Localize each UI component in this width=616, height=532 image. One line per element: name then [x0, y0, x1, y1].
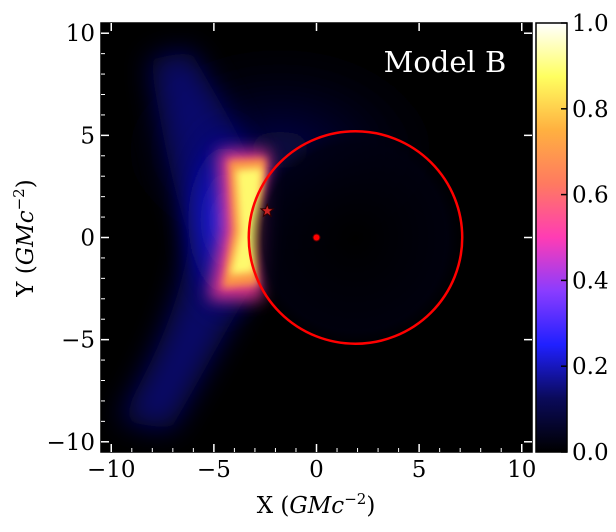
colorbar-tick-label: 0.6: [572, 183, 609, 209]
colorbar-tick-label: 0.8: [572, 97, 609, 123]
y-tick-label: 0: [80, 226, 95, 252]
boundary-circle: [247, 130, 464, 345]
star-marker: [259, 203, 275, 218]
axis-ticks: −10 −5 0 5 10 −10 −5 0 5 10: [46, 21, 536, 483]
model-label: Model B: [384, 45, 507, 79]
x-tick-label: 5: [412, 457, 427, 483]
x-tick-label: 0: [309, 457, 324, 483]
plot-overlays: [247, 130, 464, 345]
y-tick-label: 5: [80, 123, 95, 149]
x-tick-label: 10: [507, 457, 536, 483]
colorbar: 0.0 0.2 0.4 0.6 0.8 1.0: [535, 11, 609, 466]
y-axis-title: Y (GMc−2): [10, 179, 39, 297]
heatmap-image: [101, 23, 532, 452]
y-tick-label: 10: [66, 21, 95, 47]
y-tick-label: −5: [61, 328, 95, 354]
colorbar-tick-label: 0.0: [572, 440, 609, 466]
colorbar-ticks: 0.0 0.2 0.4 0.6 0.8 1.0: [561, 11, 609, 466]
colorbar-tick-label: 1.0: [572, 11, 609, 37]
y-tick-label: −10: [46, 430, 95, 456]
colorbar-frame: [535, 22, 568, 453]
colorbar-gradient: [536, 23, 567, 452]
x-axis-title: X (GMc−2): [257, 490, 376, 519]
colorbar-tick-label: 0.4: [572, 268, 609, 294]
x-tick-label: −10: [87, 457, 136, 483]
colorbar-tick-label: 0.2: [572, 354, 609, 380]
x-tick-label: −5: [197, 457, 231, 483]
center-marker: [312, 233, 321, 242]
